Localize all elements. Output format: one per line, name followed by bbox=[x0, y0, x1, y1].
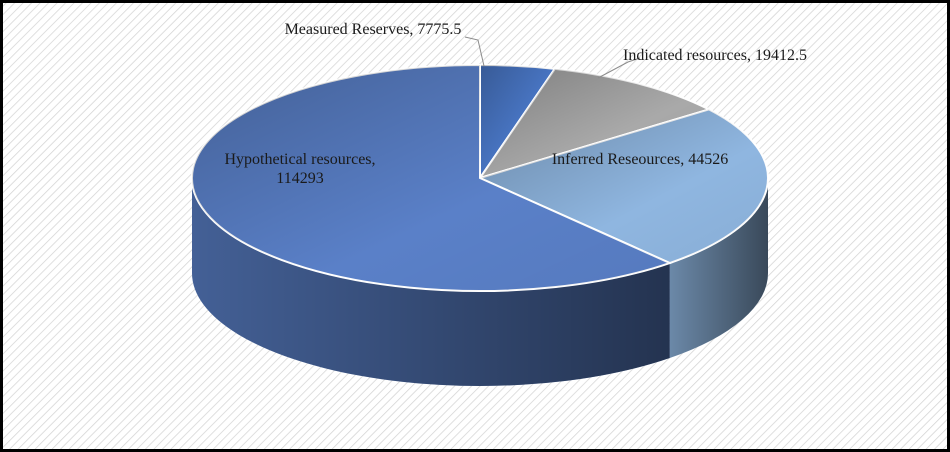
label-value: 44526 bbox=[688, 151, 729, 168]
label-category: Measured Reserves bbox=[284, 21, 410, 38]
pie-slice-shade bbox=[480, 109, 769, 264]
data-label: Measured Reserves, 7775.5 bbox=[268, 20, 478, 39]
pie-slice-shade bbox=[480, 68, 709, 178]
label-value: 19412.5 bbox=[754, 47, 807, 64]
data-label: Inferred Reseources, 44526 bbox=[540, 150, 740, 169]
label-separator: , bbox=[409, 21, 414, 38]
label-separator: , bbox=[371, 151, 376, 168]
label-value: 114293 bbox=[276, 170, 324, 187]
pie-slice-shade bbox=[191, 65, 670, 291]
data-label: Hypothetical resources, 114293 bbox=[205, 150, 395, 188]
pie-side-shade bbox=[192, 178, 670, 386]
label-category: Indicated resources bbox=[623, 47, 747, 64]
pie bbox=[191, 63, 769, 386]
label-category: Hypothetical resources bbox=[224, 151, 372, 168]
label-value: 7775.5 bbox=[417, 21, 462, 38]
label-category: Inferred Reseources bbox=[551, 151, 681, 168]
pie-side-shade bbox=[669, 178, 768, 359]
label-separator: , bbox=[746, 47, 751, 64]
leader-lines bbox=[464, 36, 641, 79]
data-label: Indicated resources, 19412.5 bbox=[600, 46, 830, 65]
label-separator: , bbox=[680, 151, 685, 168]
